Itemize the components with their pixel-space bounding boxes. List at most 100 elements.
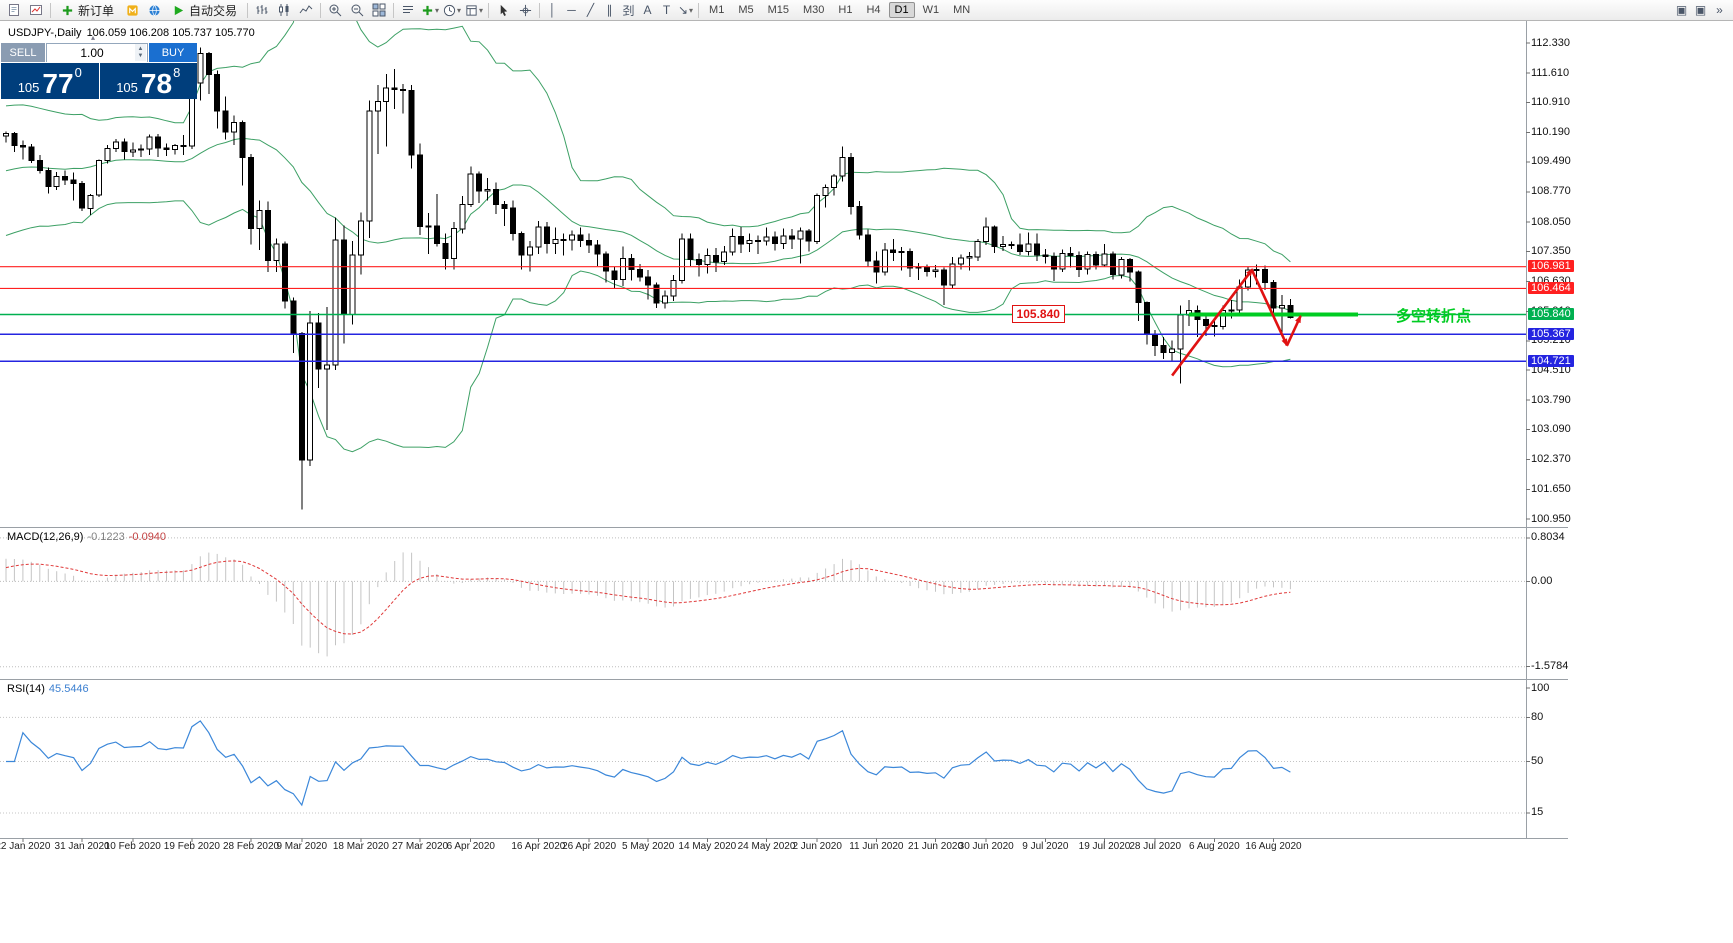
date-label: 22 Jan 2020	[0, 841, 51, 852]
price-line-badge: 105.840	[1528, 307, 1574, 320]
timeframe-m30[interactable]: M30	[803, 4, 825, 16]
macd-pane	[0, 537, 1526, 668]
vertical-line-icon[interactable]: │	[548, 3, 557, 17]
volume-up-icon[interactable]: ▲	[137, 45, 144, 52]
zoom-out-icon[interactable]	[346, 1, 368, 19]
date-label: 30 Jun 2020	[958, 841, 1014, 852]
chart-symbol-period: USDJPY-,Daily	[8, 27, 82, 39]
tile-windows-icon[interactable]	[368, 1, 390, 19]
candlestick-chart-icon[interactable]	[273, 1, 295, 19]
timeframe-m15[interactable]: M15	[767, 4, 789, 16]
buy-price-big: 105	[116, 79, 138, 95]
indicators-add-icon[interactable]: ▾	[419, 1, 441, 19]
toolbar-separator	[539, 2, 541, 18]
sell-button[interactable]: SELL	[1, 43, 45, 62]
new-order-button[interactable]: 新订单	[54, 1, 121, 20]
line-chart-icon[interactable]	[295, 1, 317, 19]
toolbar-separator	[247, 2, 249, 18]
date-label: 9 Mar 2020	[276, 841, 328, 852]
periods-icon[interactable]: ▾	[441, 1, 463, 19]
price-tick: 107.350	[1531, 244, 1571, 257]
timeframe-h1[interactable]: H1	[838, 4, 853, 16]
macd-signal-value: -0.0940	[128, 531, 167, 543]
fibonacci-icon[interactable]: 刭	[622, 3, 635, 18]
rsi-tick: 100	[1531, 681, 1550, 694]
community-icon[interactable]	[143, 1, 165, 19]
date-label: 5 May 2020	[622, 841, 675, 852]
price-tick: 103.090	[1531, 422, 1571, 435]
timeframe-h4[interactable]: H4	[866, 4, 881, 16]
pivot-annotation[interactable]: 多空转折点	[1396, 307, 1472, 325]
price-axis[interactable]: 112.330 111.610 110.910 110.190 109.490 108.7…	[1528, 0, 1598, 943]
toolbar-overflow-icon[interactable]: »	[1716, 3, 1723, 17]
dropdown-arrow-icon[interactable]: ▾	[689, 5, 694, 15]
rsi-name: RSI(14)	[7, 683, 45, 695]
sell-price-big: 105	[17, 79, 40, 95]
sell-price-panel[interactable]: 105 77 0	[1, 63, 99, 99]
price-tick: 103.790	[1531, 393, 1571, 406]
price-tick: 110.190	[1531, 126, 1570, 138]
text-icon[interactable]: A	[643, 3, 652, 17]
pane-separators	[0, 21, 1568, 839]
chart-window-icon[interactable]	[25, 1, 47, 19]
toolbar-separator	[488, 2, 490, 18]
timeframe-d1[interactable]: D1	[888, 2, 915, 18]
toolbar-right-icons: ▣ ▣ »	[1672, 1, 1729, 19]
date-label: 14 May 2020	[678, 841, 737, 852]
rsi-indicator-label: RSI(14) 45.5446	[7, 683, 89, 695]
templates-icon[interactable]: ▾	[463, 1, 485, 19]
trendline-icon[interactable]: ╱	[586, 3, 595, 17]
mql5-icon[interactable]	[121, 1, 143, 19]
chart-header: USDJPY-,Daily 106.059 106.208 105.737 105…	[8, 27, 255, 39]
timeframe-mn[interactable]: MN	[953, 4, 971, 16]
volume-spinner[interactable]: ▲ ▼	[135, 44, 146, 61]
crosshair-icon[interactable]	[514, 1, 536, 19]
cursor-icon[interactable]	[492, 1, 514, 19]
date-label: 18 Mar 2020	[332, 841, 389, 852]
data-window-icon[interactable]	[397, 1, 419, 19]
price-tick: 111.610	[1531, 66, 1570, 79]
horizontal-line-objects	[0, 266, 1526, 363]
macd-tick: -1.5784	[1531, 660, 1569, 673]
date-label: 2 Jun 2020	[792, 841, 842, 852]
dropdown-arrow-icon[interactable]: ▾	[479, 5, 484, 15]
macd-value: -0.1223	[87, 531, 125, 543]
chart-shift-icon[interactable]: ▣	[1675, 3, 1688, 17]
rsi-value: 45.5446	[48, 683, 89, 695]
dropdown-arrow-icon[interactable]: ▾	[435, 5, 440, 15]
date-label: 21 Jun 2020	[907, 841, 964, 852]
toolbar-separator	[320, 2, 322, 18]
channel-icon[interactable]: ∥	[606, 3, 613, 17]
buy-price-panel[interactable]: 105 78 8	[99, 63, 197, 99]
volume-input[interactable]	[47, 44, 147, 62]
sell-price-sup: 0	[74, 65, 82, 80]
horizontal-line-icon[interactable]: ─	[567, 3, 576, 17]
chart-autoscroll-icon[interactable]: ▣	[1694, 3, 1707, 17]
volume-down-icon[interactable]: ▼	[137, 52, 144, 59]
timeframe-m1[interactable]: M1	[709, 4, 725, 16]
zoom-in-icon[interactable]	[324, 1, 346, 19]
price-tick: 100.950	[1531, 512, 1571, 525]
arrows-icon[interactable]: ↘ ▾	[677, 3, 694, 17]
date-label: 10 Feb 2020	[104, 841, 161, 852]
buy-button[interactable]: BUY	[149, 43, 197, 62]
new-order-window-icon[interactable]	[3, 1, 25, 19]
price-annotation-text: 105.840	[1016, 307, 1060, 322]
dropdown-arrow-icon[interactable]: ▾	[457, 5, 462, 15]
bar-chart-icon[interactable]	[251, 1, 273, 19]
date-label: 19 Feb 2020	[163, 841, 220, 852]
macd-name: MACD(12,26,9)	[7, 531, 84, 543]
autotrading-button[interactable]: 自动交易	[165, 1, 244, 20]
timeframe-m5[interactable]: M5	[738, 4, 754, 16]
timeframe-w1[interactable]: W1	[922, 4, 940, 16]
rsi-tick: 80	[1531, 710, 1544, 723]
price-annotation[interactable]: 105.840	[1011, 305, 1065, 324]
candles	[3, 47, 1294, 510]
buy-price-sup: 8	[173, 65, 181, 80]
chart-ohlc: 106.059 106.208 105.737 105.770	[86, 27, 255, 39]
time-axis[interactable]: 22 Jan 2020 31 Jan 2020 10 Feb 2020 19 Feb …	[0, 841, 1526, 854]
text-label-icon[interactable]: T	[662, 3, 671, 17]
one-click-collapse-icon[interactable]: ▴	[91, 33, 96, 42]
